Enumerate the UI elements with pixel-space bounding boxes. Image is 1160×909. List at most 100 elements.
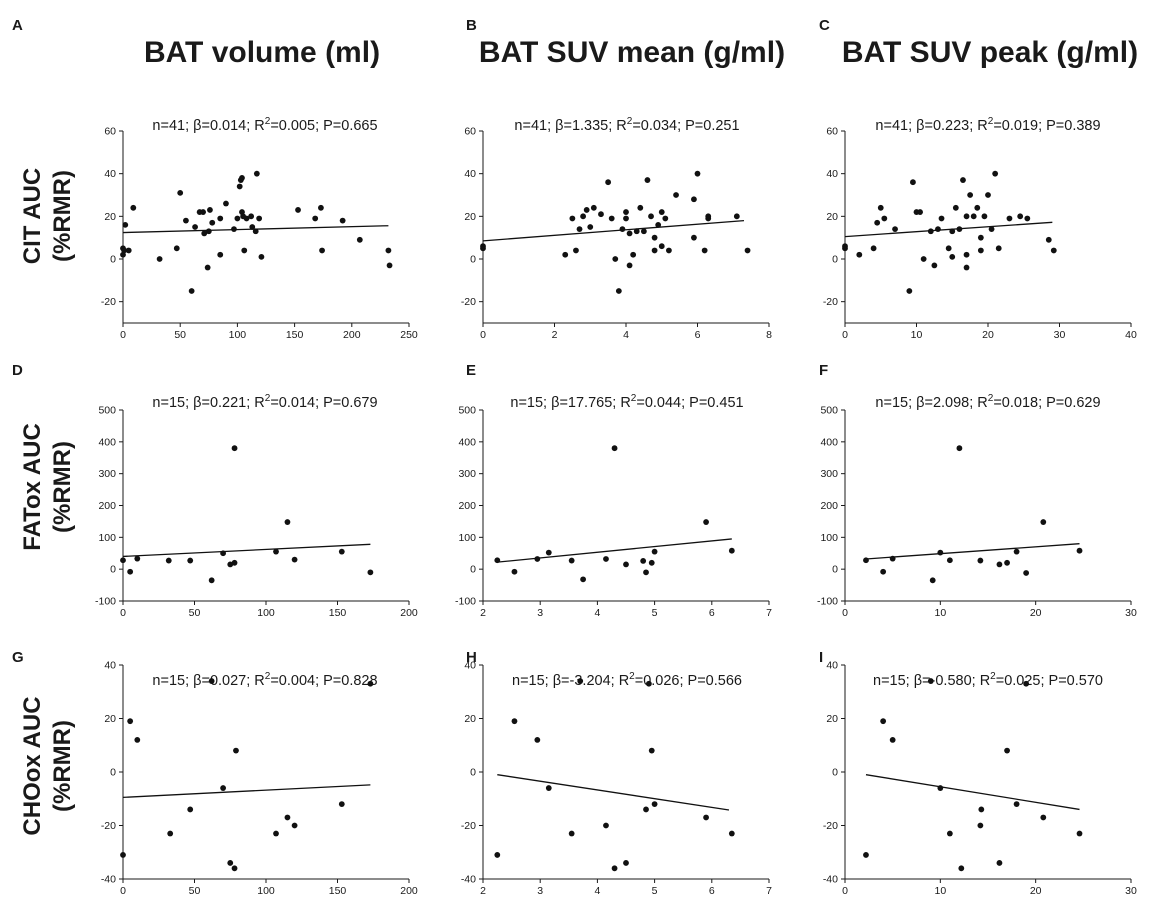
- x-tick-label-g: 200: [400, 885, 418, 897]
- data-point-e: [603, 556, 609, 562]
- data-point-g: [127, 718, 134, 725]
- data-point-a: [204, 264, 211, 271]
- stats-r2-g: =0.004;: [270, 673, 323, 689]
- data-point-d: [284, 519, 291, 525]
- stats-beta-a: β=0.014; R: [193, 118, 265, 134]
- regression-line-d: [122, 543, 371, 558]
- data-point-e: [534, 556, 541, 562]
- data-point-h: [568, 830, 575, 837]
- data-point-i: [1076, 830, 1083, 837]
- y-tick-label-a: 40: [104, 168, 116, 180]
- data-point-i: [946, 830, 953, 837]
- y-tick-label-f: 100: [820, 532, 838, 544]
- data-point-c: [1045, 236, 1052, 243]
- stats-r2-superscript-d: 2: [265, 393, 271, 404]
- data-point-a: [217, 215, 224, 222]
- regression-line-h: [497, 774, 730, 811]
- panel-label-d: D: [12, 362, 23, 379]
- data-point-e: [568, 557, 575, 564]
- x-tick-label-g: 50: [189, 885, 201, 897]
- y-tick-label-b: -20: [461, 296, 476, 308]
- column-title-bat-suv-peak: BAT SUV peak (g/ml): [842, 36, 1138, 69]
- data-point-c: [881, 215, 888, 222]
- x-tick-label-i: 0: [842, 885, 848, 897]
- data-point-d: [273, 548, 279, 555]
- data-point-b: [691, 234, 697, 241]
- y-tick-label-i: -40: [823, 874, 838, 886]
- data-point-e: [643, 569, 649, 576]
- stats-p-g: P=0.828: [323, 673, 377, 689]
- y-tick-label-h: -20: [461, 820, 476, 832]
- data-point-b: [605, 179, 612, 186]
- x-tick-label-a: 50: [174, 329, 186, 341]
- data-point-d: [338, 548, 345, 555]
- x-tick-label-h: 6: [709, 885, 715, 897]
- data-point-a: [248, 213, 255, 220]
- data-point-a: [385, 247, 392, 254]
- x-tick-label-b: 0: [480, 329, 486, 341]
- x-tick-label-a: 150: [286, 329, 304, 341]
- y-tick-label-a: 0: [110, 254, 116, 266]
- data-point-b: [658, 243, 665, 250]
- stats-n-i: n=15;: [873, 673, 914, 689]
- data-point-e: [545, 549, 552, 556]
- stats-r2-f: =0.018;: [993, 395, 1046, 411]
- row-title-cit: CIT AUC (%RMR): [19, 168, 76, 264]
- data-point-a: [234, 215, 241, 222]
- data-point-c: [856, 251, 863, 258]
- data-point-b: [569, 215, 576, 222]
- row-title-choox-line1: CHOox AUC: [19, 696, 46, 835]
- data-point-h: [511, 718, 518, 725]
- y-tick-label-a: 60: [104, 126, 116, 138]
- data-point-a: [312, 215, 319, 222]
- data-point-d: [127, 568, 134, 575]
- data-point-h: [577, 678, 584, 684]
- column-title-bat-suv-mean: BAT SUV mean (g/ml): [479, 36, 785, 69]
- x-tick-label-d: 0: [120, 607, 126, 619]
- data-point-g: [231, 865, 238, 872]
- stats-beta-h: β=-3.204; R: [553, 673, 629, 689]
- stats-p-b: P=0.251: [685, 118, 739, 134]
- data-point-b: [744, 247, 751, 254]
- stats-n-d: n=15;: [152, 395, 193, 411]
- data-point-c: [988, 226, 995, 233]
- data-point-b: [562, 251, 569, 258]
- data-point-b: [701, 247, 708, 254]
- panel-label-i: I: [819, 649, 823, 666]
- x-tick-label-d: 50: [189, 607, 201, 619]
- row-title-cit-line1: CIT AUC: [19, 168, 46, 264]
- stats-r2-superscript-h: 2: [629, 671, 635, 682]
- y-tick-label-c: 0: [832, 254, 838, 266]
- y-tick-label-e: 200: [458, 500, 476, 512]
- y-tick-label-d: 0: [110, 564, 116, 576]
- data-point-b: [623, 209, 629, 215]
- y-tick-label-e: 500: [458, 405, 476, 417]
- stats-n-e: n=15;: [510, 395, 551, 411]
- x-tick-label-b: 6: [695, 329, 701, 341]
- y-tick-label-g: 20: [104, 713, 116, 725]
- data-point-b: [630, 251, 637, 258]
- data-point-f: [1040, 519, 1047, 525]
- row-title-fatox-line1: FATox AUC: [19, 423, 46, 551]
- data-point-a: [121, 247, 128, 254]
- data-point-e: [640, 557, 647, 564]
- data-point-a: [386, 262, 393, 269]
- data-point-i: [978, 806, 985, 813]
- data-point-d: [367, 569, 374, 576]
- data-point-d: [220, 550, 227, 557]
- data-point-c: [931, 262, 938, 269]
- data-point-h: [648, 747, 655, 754]
- data-point-c: [977, 247, 984, 254]
- stats-annotation-c: n=41; β=0.223; R2=0.019; P=0.389: [875, 116, 1100, 134]
- data-point-b: [705, 213, 712, 220]
- data-point-f: [929, 577, 936, 584]
- data-point-h: [728, 830, 735, 837]
- x-tick-label-f: 20: [1030, 607, 1042, 619]
- x-tick-label-i: 30: [1125, 885, 1137, 897]
- panel-label-g: G: [12, 649, 24, 666]
- data-point-b: [626, 262, 633, 269]
- panel-g: Gn=15; β=0.027; R2=0.004; P=0.828 -40 -20 0…: [12, 649, 418, 897]
- stats-r2-superscript-a: 2: [265, 116, 271, 127]
- data-point-c: [917, 209, 923, 215]
- stats-annotation-e: n=15; β=17.765; R2=0.044; P=0.451: [510, 393, 743, 411]
